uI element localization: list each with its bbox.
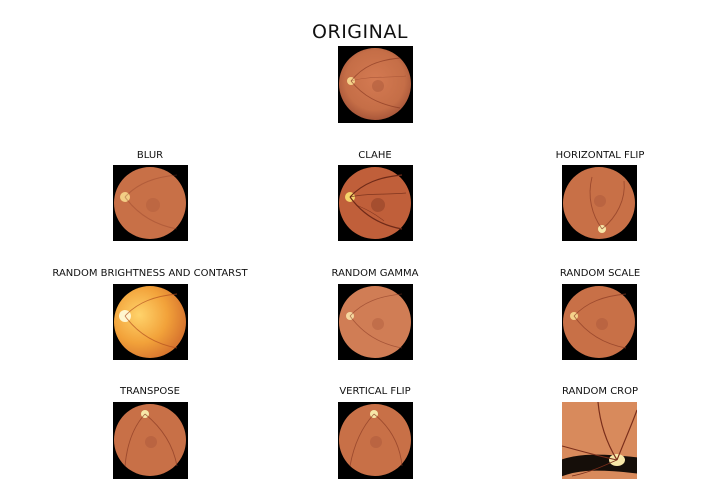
panel-label: BLUR bbox=[136, 150, 164, 161]
random-brightness-contrast-fundus-image bbox=[113, 284, 188, 360]
random-crop-fundus-image bbox=[562, 402, 637, 479]
panel-label: TRANSPOSE bbox=[120, 386, 180, 397]
panel-label: CLAHE bbox=[358, 150, 392, 161]
panel-label: RANDOM CROP bbox=[561, 386, 639, 397]
horizontal-flip-fundus-image bbox=[562, 165, 637, 241]
panel-label: VERTICAL FLIP bbox=[339, 386, 411, 397]
page-title: ORIGINAL bbox=[312, 21, 408, 43]
panel-label: RANDOM BRIGHTNESS AND CONTARST bbox=[52, 268, 248, 279]
vertical-flip-fundus-image bbox=[338, 402, 413, 479]
panel-label: RANDOM GAMMA bbox=[331, 268, 419, 279]
random-scale-fundus-image bbox=[562, 284, 637, 360]
panel-label: HORIZONTAL FLIP bbox=[555, 150, 645, 161]
panel-label: RANDOM SCALE bbox=[559, 268, 641, 279]
transpose-fundus-image bbox=[113, 402, 188, 479]
clahe-fundus-image bbox=[338, 165, 413, 241]
original-fundus-image bbox=[338, 46, 413, 123]
blur-fundus-image bbox=[113, 165, 188, 241]
random-gamma-fundus-image bbox=[338, 284, 413, 360]
